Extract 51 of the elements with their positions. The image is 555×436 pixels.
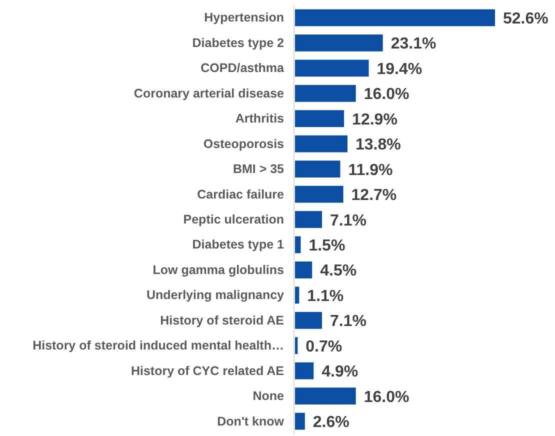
bar	[295, 261, 312, 278]
y-tick-label: Low gamma globulins	[152, 262, 284, 277]
data-label: 16.0%	[364, 388, 410, 406]
y-tick-label: Diabetes type 2	[192, 36, 284, 50]
bar	[295, 186, 344, 203]
bar	[295, 60, 369, 77]
y-tick-label: Peptic ulceration	[183, 212, 284, 226]
y-tick-label: COPD/asthma	[200, 61, 286, 76]
bar	[295, 412, 305, 430]
data-label: 7.1%	[330, 212, 366, 230]
y-tick-label: Arthritis	[235, 112, 284, 126]
data-label: 1.1%	[307, 288, 344, 305]
data-label: 7.1%	[330, 313, 366, 330]
data-label: 19.4%	[376, 60, 422, 78]
data-label: 23.1%	[390, 36, 436, 53]
y-tick-label: BMI > 35	[232, 162, 284, 176]
bar	[295, 160, 340, 178]
data-label: 11.9%	[348, 162, 393, 179]
bar	[295, 84, 356, 102]
data-label: 4.9%	[322, 364, 358, 381]
data-label: 12.7%	[351, 187, 397, 204]
data-label: 13.8%	[355, 136, 401, 154]
data-label: 16.0%	[364, 86, 410, 104]
y-tick-label: History of CYC related AE	[130, 364, 284, 378]
y-tick-label: Hypertension	[204, 10, 284, 25]
y-tick-label: Diabetes type 1	[192, 238, 284, 252]
bar	[295, 34, 383, 52]
bar	[295, 337, 298, 354]
y-tick-label: Osteoporosis	[203, 136, 284, 151]
bar	[295, 9, 495, 26]
data-label: 4.5%	[320, 262, 357, 280]
bar	[295, 362, 314, 380]
bar	[295, 236, 301, 254]
data-label: 2.6%	[312, 414, 350, 432]
bar	[295, 211, 322, 228]
data-label: 52.6%	[503, 10, 548, 28]
y-tick-label: Don't know	[217, 414, 284, 428]
y-tick-label: Underlying malignancy	[146, 288, 284, 302]
y-tick-label: Coronary arterial disease	[134, 86, 284, 100]
bar	[295, 312, 322, 329]
y-tick-label: History of steroid AE	[160, 313, 284, 328]
y-tick-label: Cardiac failure	[197, 187, 284, 202]
bar	[295, 388, 356, 404]
data-label: 0.7%	[306, 338, 342, 356]
y-tick-label: History of steroid induced mental health…	[32, 338, 284, 353]
bar	[295, 110, 344, 128]
data-label: 12.9%	[352, 111, 398, 128]
y-tick-label: None	[252, 389, 284, 404]
data-label: 1.5%	[308, 237, 346, 254]
bar	[295, 135, 348, 152]
bar	[295, 286, 300, 304]
